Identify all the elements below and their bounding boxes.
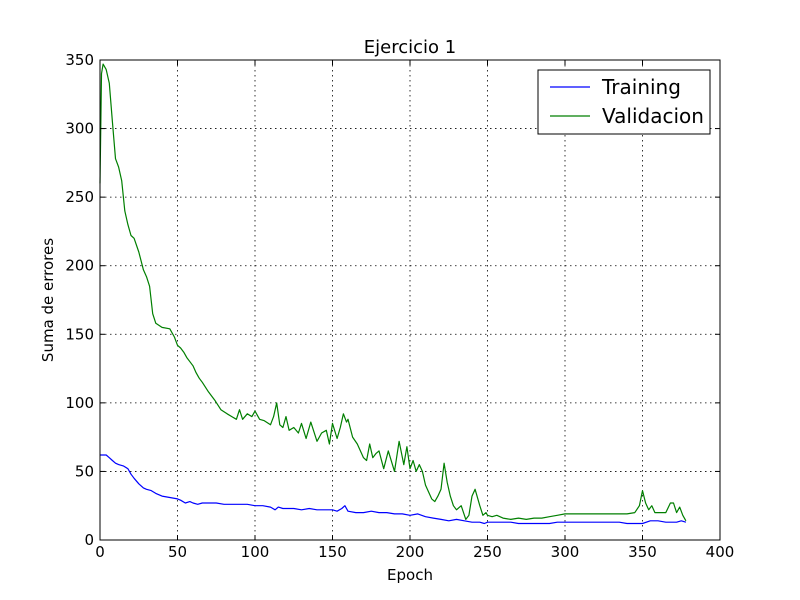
x-tick-label: 350	[628, 543, 657, 561]
x-tick-label: 300	[551, 543, 580, 561]
grid-lines	[100, 60, 720, 540]
series-line-validacion	[99, 63, 687, 522]
x-tick-label: 100	[241, 543, 270, 561]
y-tick-label: 250	[65, 188, 94, 206]
x-tick-label: 150	[318, 543, 347, 561]
y-tick-label: 200	[65, 257, 94, 275]
y-tick-label: 150	[65, 325, 94, 343]
legend-label: Training	[601, 75, 681, 99]
x-tick-label: 0	[95, 543, 105, 561]
y-tick-label: 300	[65, 120, 94, 138]
y-axis-label: Suma de errores	[39, 238, 57, 362]
x-tick-label: 250	[473, 543, 502, 561]
x-tick-label: 50	[168, 543, 187, 561]
x-axis-label: Epoch	[387, 566, 433, 584]
y-tick-label: 350	[65, 51, 94, 69]
y-tick-label: 100	[65, 394, 94, 412]
legend-box	[537, 69, 711, 135]
x-tick-label: 200	[396, 543, 425, 561]
y-tick-label: 50	[75, 462, 94, 480]
legend: Training Validacion	[537, 69, 711, 135]
series-line-training	[100, 454, 687, 525]
chart-title: Ejercicio 1	[364, 37, 456, 58]
axis-ticks: 0 50 100 150 200 250 300 350 400 0 50 100 150 200 250 3…	[65, 51, 734, 561]
y-tick-label: 0	[84, 531, 94, 549]
legend-label: Validacion	[602, 104, 704, 128]
x-tick-label: 400	[706, 543, 735, 561]
series-group	[99, 63, 687, 525]
